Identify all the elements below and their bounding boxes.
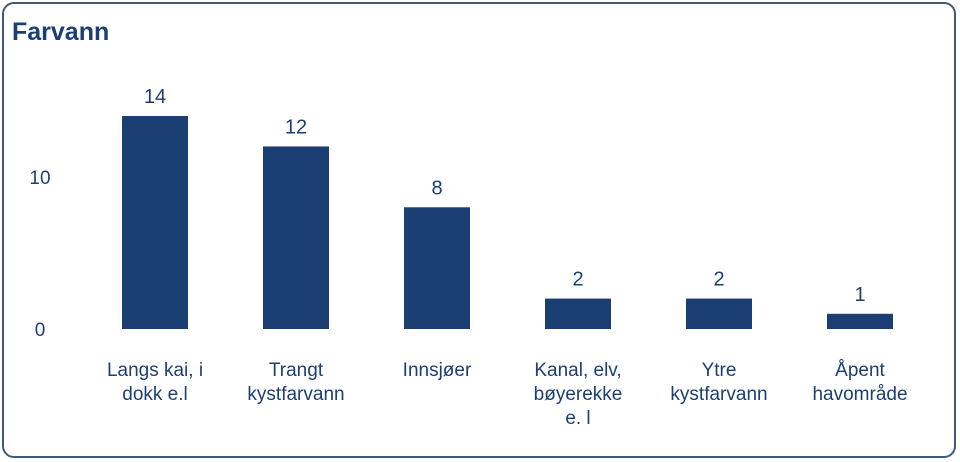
- x-tick-label: Ytre kystfarvann: [670, 360, 767, 405]
- x-tick-label: Langs kai, i dokk e.l: [107, 360, 203, 405]
- bar: [263, 146, 329, 329]
- x-tick-label: Trangt kystfarvann: [247, 360, 344, 405]
- y-tick-label: 10: [29, 168, 50, 189]
- data-label: 12: [285, 116, 307, 138]
- bar: [686, 298, 752, 329]
- data-label: 2: [713, 269, 724, 291]
- data-label: 14: [144, 86, 166, 108]
- x-tick-label: Åpent havområde: [812, 360, 907, 405]
- data-label: 1: [854, 284, 865, 306]
- data-label: 8: [431, 177, 442, 199]
- x-tick-label: Kanal, elv, bøyerekke e. l: [534, 360, 623, 429]
- chart-title: Farvann: [12, 18, 110, 46]
- bar: [122, 116, 188, 329]
- x-tick-label: Innsjøer: [403, 360, 472, 381]
- y-tick-label: 0: [35, 320, 46, 341]
- bar: [545, 298, 611, 329]
- bar: [404, 207, 470, 329]
- data-label: 2: [572, 269, 583, 291]
- bar: [827, 313, 893, 329]
